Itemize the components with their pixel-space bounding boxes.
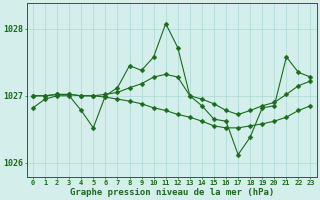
X-axis label: Graphe pression niveau de la mer (hPa): Graphe pression niveau de la mer (hPa): [70, 188, 274, 197]
